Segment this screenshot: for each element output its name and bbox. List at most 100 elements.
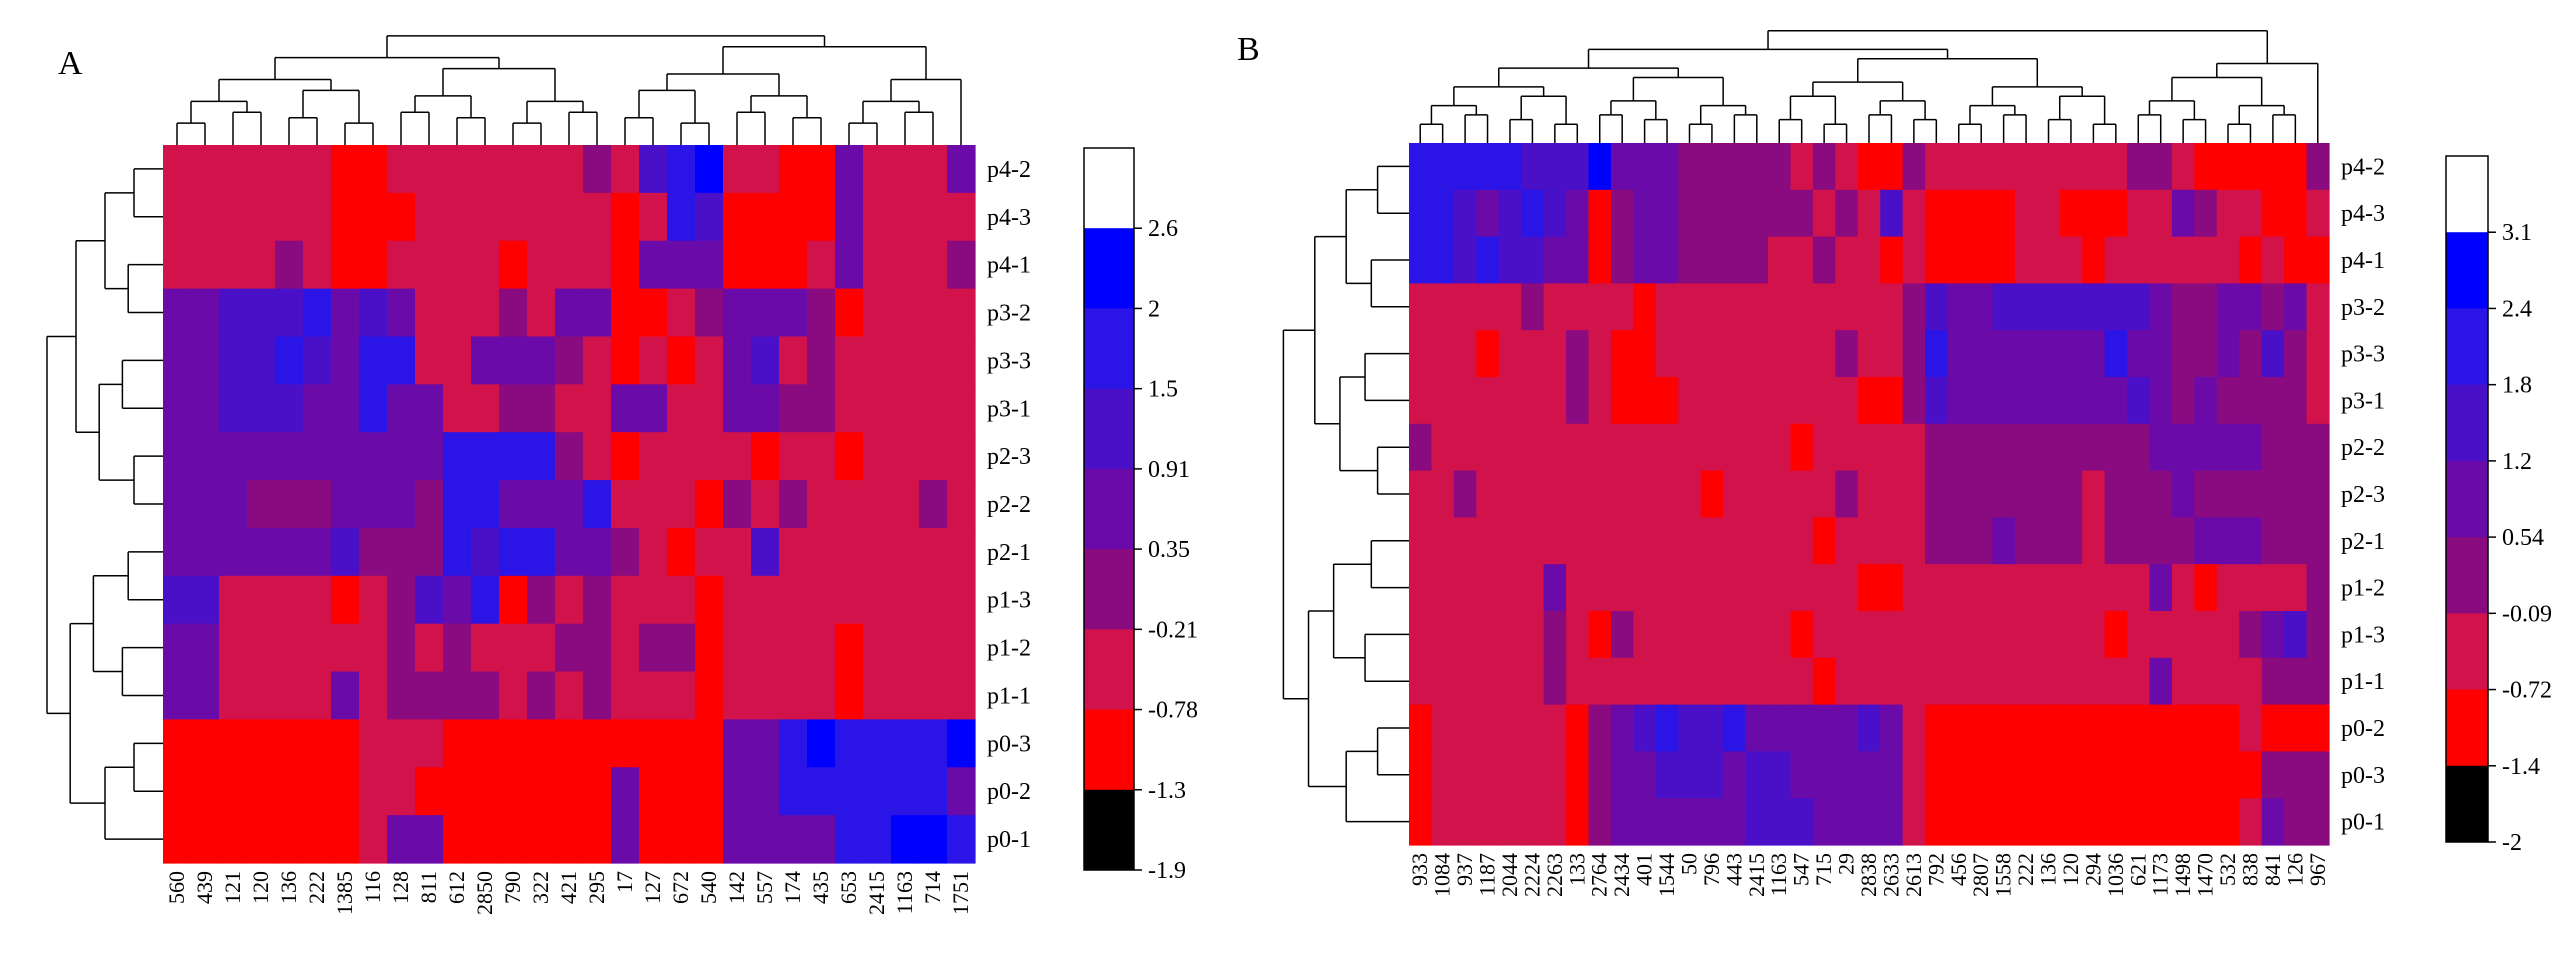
panel-a-cell [275, 480, 304, 529]
panel-b-cell [2239, 470, 2263, 518]
panel-b-cell [2014, 564, 2038, 612]
panel-b-cell [1498, 564, 1522, 612]
panel-b-cell [2261, 283, 2285, 331]
panel-a-cell [667, 575, 696, 625]
panel-b-cell [1992, 330, 2016, 378]
panel-a-cell [359, 767, 388, 816]
panel-b-cell [1902, 657, 1926, 706]
panel-a-cell [583, 384, 612, 433]
panel-b-cell [1566, 330, 1590, 378]
panel-b-cell [2239, 798, 2263, 846]
panel-a-cell [331, 623, 360, 673]
panel-b-cell [1992, 283, 2016, 331]
panel-a-cell [667, 192, 696, 242]
panel-b-cell [1566, 423, 1590, 472]
panel-b-cell [1543, 798, 1567, 846]
panel-b-column-label: 294 [2080, 853, 2105, 886]
panel-b-cell [1992, 517, 2016, 565]
panel-b-cell [1476, 143, 1500, 191]
panel-b-cell [1812, 189, 1836, 238]
panel-a-cell [471, 527, 500, 577]
panel-a-cell [779, 671, 808, 720]
panel-a-cell [219, 288, 248, 338]
panel-a-cell [835, 575, 864, 625]
panel-a-cell [667, 527, 696, 577]
panel-b-cell [2059, 143, 2083, 191]
panel-a-cell [919, 145, 948, 194]
panel-b-cell [1588, 470, 1612, 518]
panel-a-cell [247, 623, 276, 673]
panel-b-cell [1409, 283, 1433, 331]
panel-a-cell [219, 815, 248, 864]
panel-b-cell [1453, 564, 1477, 612]
panel-a-cell [695, 432, 724, 481]
panel-a-cell [751, 192, 780, 242]
panel-b-cell [1543, 423, 1567, 472]
heatmap-panel-a: A p4-2 p4-3 p4-1 p3-2 p3-3 p3-1 p2-3 p2-2 p2-1 p1… [46, 35, 1198, 915]
panel-b-column-label: 933 [1407, 853, 1432, 886]
panel-b-cell [2037, 236, 2061, 284]
panel-a-cell [359, 719, 388, 768]
panel-b-cell [1857, 611, 1881, 659]
panel-a-cell [779, 192, 808, 242]
panel-b-cell [1880, 564, 1904, 612]
panel-a-cell [387, 767, 416, 816]
panel-a-cell [275, 288, 304, 338]
panel-b-column-label: 1036 [2103, 853, 2128, 897]
panel-b-cell [2082, 189, 2106, 238]
panel-b-cell [1947, 283, 1971, 331]
panel-b-row-label: p1-2 [2341, 576, 2385, 602]
panel-b-cell [1947, 143, 1971, 191]
panel-b-column-label: 2224 [1519, 853, 1544, 897]
panel-a-cell [331, 336, 360, 385]
panel-a-cell [555, 719, 584, 768]
panel-b-cell [1880, 751, 1904, 799]
panel-a-cell [247, 767, 276, 816]
panel-b-cell [1543, 236, 1567, 284]
panel-b-cell [2284, 283, 2308, 331]
panel-b-cell [2306, 657, 2330, 706]
panel-b-column-label: 50 [1676, 853, 1701, 875]
panel-a-cell [415, 192, 444, 242]
panel-b-cell [1902, 330, 1926, 378]
panel-a-cell [891, 432, 920, 481]
panel-b-cell [1409, 564, 1433, 612]
panel-a-cell [863, 671, 892, 720]
panel-b-cell [2014, 470, 2038, 518]
panel-a-cell [639, 623, 668, 673]
panel-b-cell [1768, 798, 1792, 846]
panel-a-cell [359, 384, 388, 433]
panel-a-cell [471, 192, 500, 242]
panel-b-column-label: 2415 [1744, 853, 1769, 897]
panel-b-cell [2014, 377, 2038, 425]
panel-a-cell [443, 336, 472, 385]
panel-b-cell [1902, 470, 1926, 518]
panel-a-column-label: 612 [444, 871, 469, 904]
panel-a-cell [471, 815, 500, 864]
panel-b-cell [1723, 470, 1747, 518]
panel-a-cell [751, 384, 780, 433]
panel-b-cell [1566, 611, 1590, 659]
panel-a-cell [275, 240, 304, 290]
panel-b-cell [1521, 611, 1545, 659]
panel-a-cell [611, 145, 640, 194]
panel-a-cell [835, 623, 864, 673]
panel-b-cell [2127, 143, 2151, 191]
panel-a-cell [415, 336, 444, 385]
panel-b-column-label: 2838 [1856, 853, 1881, 897]
panel-a-cell [527, 240, 556, 290]
panel-b-cell [2306, 283, 2330, 331]
panel-b-cell [1610, 564, 1634, 612]
panel-b-cell [1521, 657, 1545, 706]
panel-a-cell [835, 767, 864, 816]
panel-b-column-label: 2263 [1542, 853, 1567, 897]
panel-b-cell [2284, 377, 2308, 425]
panel-b-cell [2171, 143, 2195, 191]
panel-b-cell [2194, 564, 2218, 612]
panel-a-cell [163, 432, 192, 481]
panel-a-cell [415, 384, 444, 433]
panel-b-cell [1633, 611, 1657, 659]
panel-b-row-label: p2-2 [2341, 435, 2385, 461]
panel-a-cell [639, 145, 668, 194]
panel-b-row-label: p2-1 [2341, 529, 2385, 555]
